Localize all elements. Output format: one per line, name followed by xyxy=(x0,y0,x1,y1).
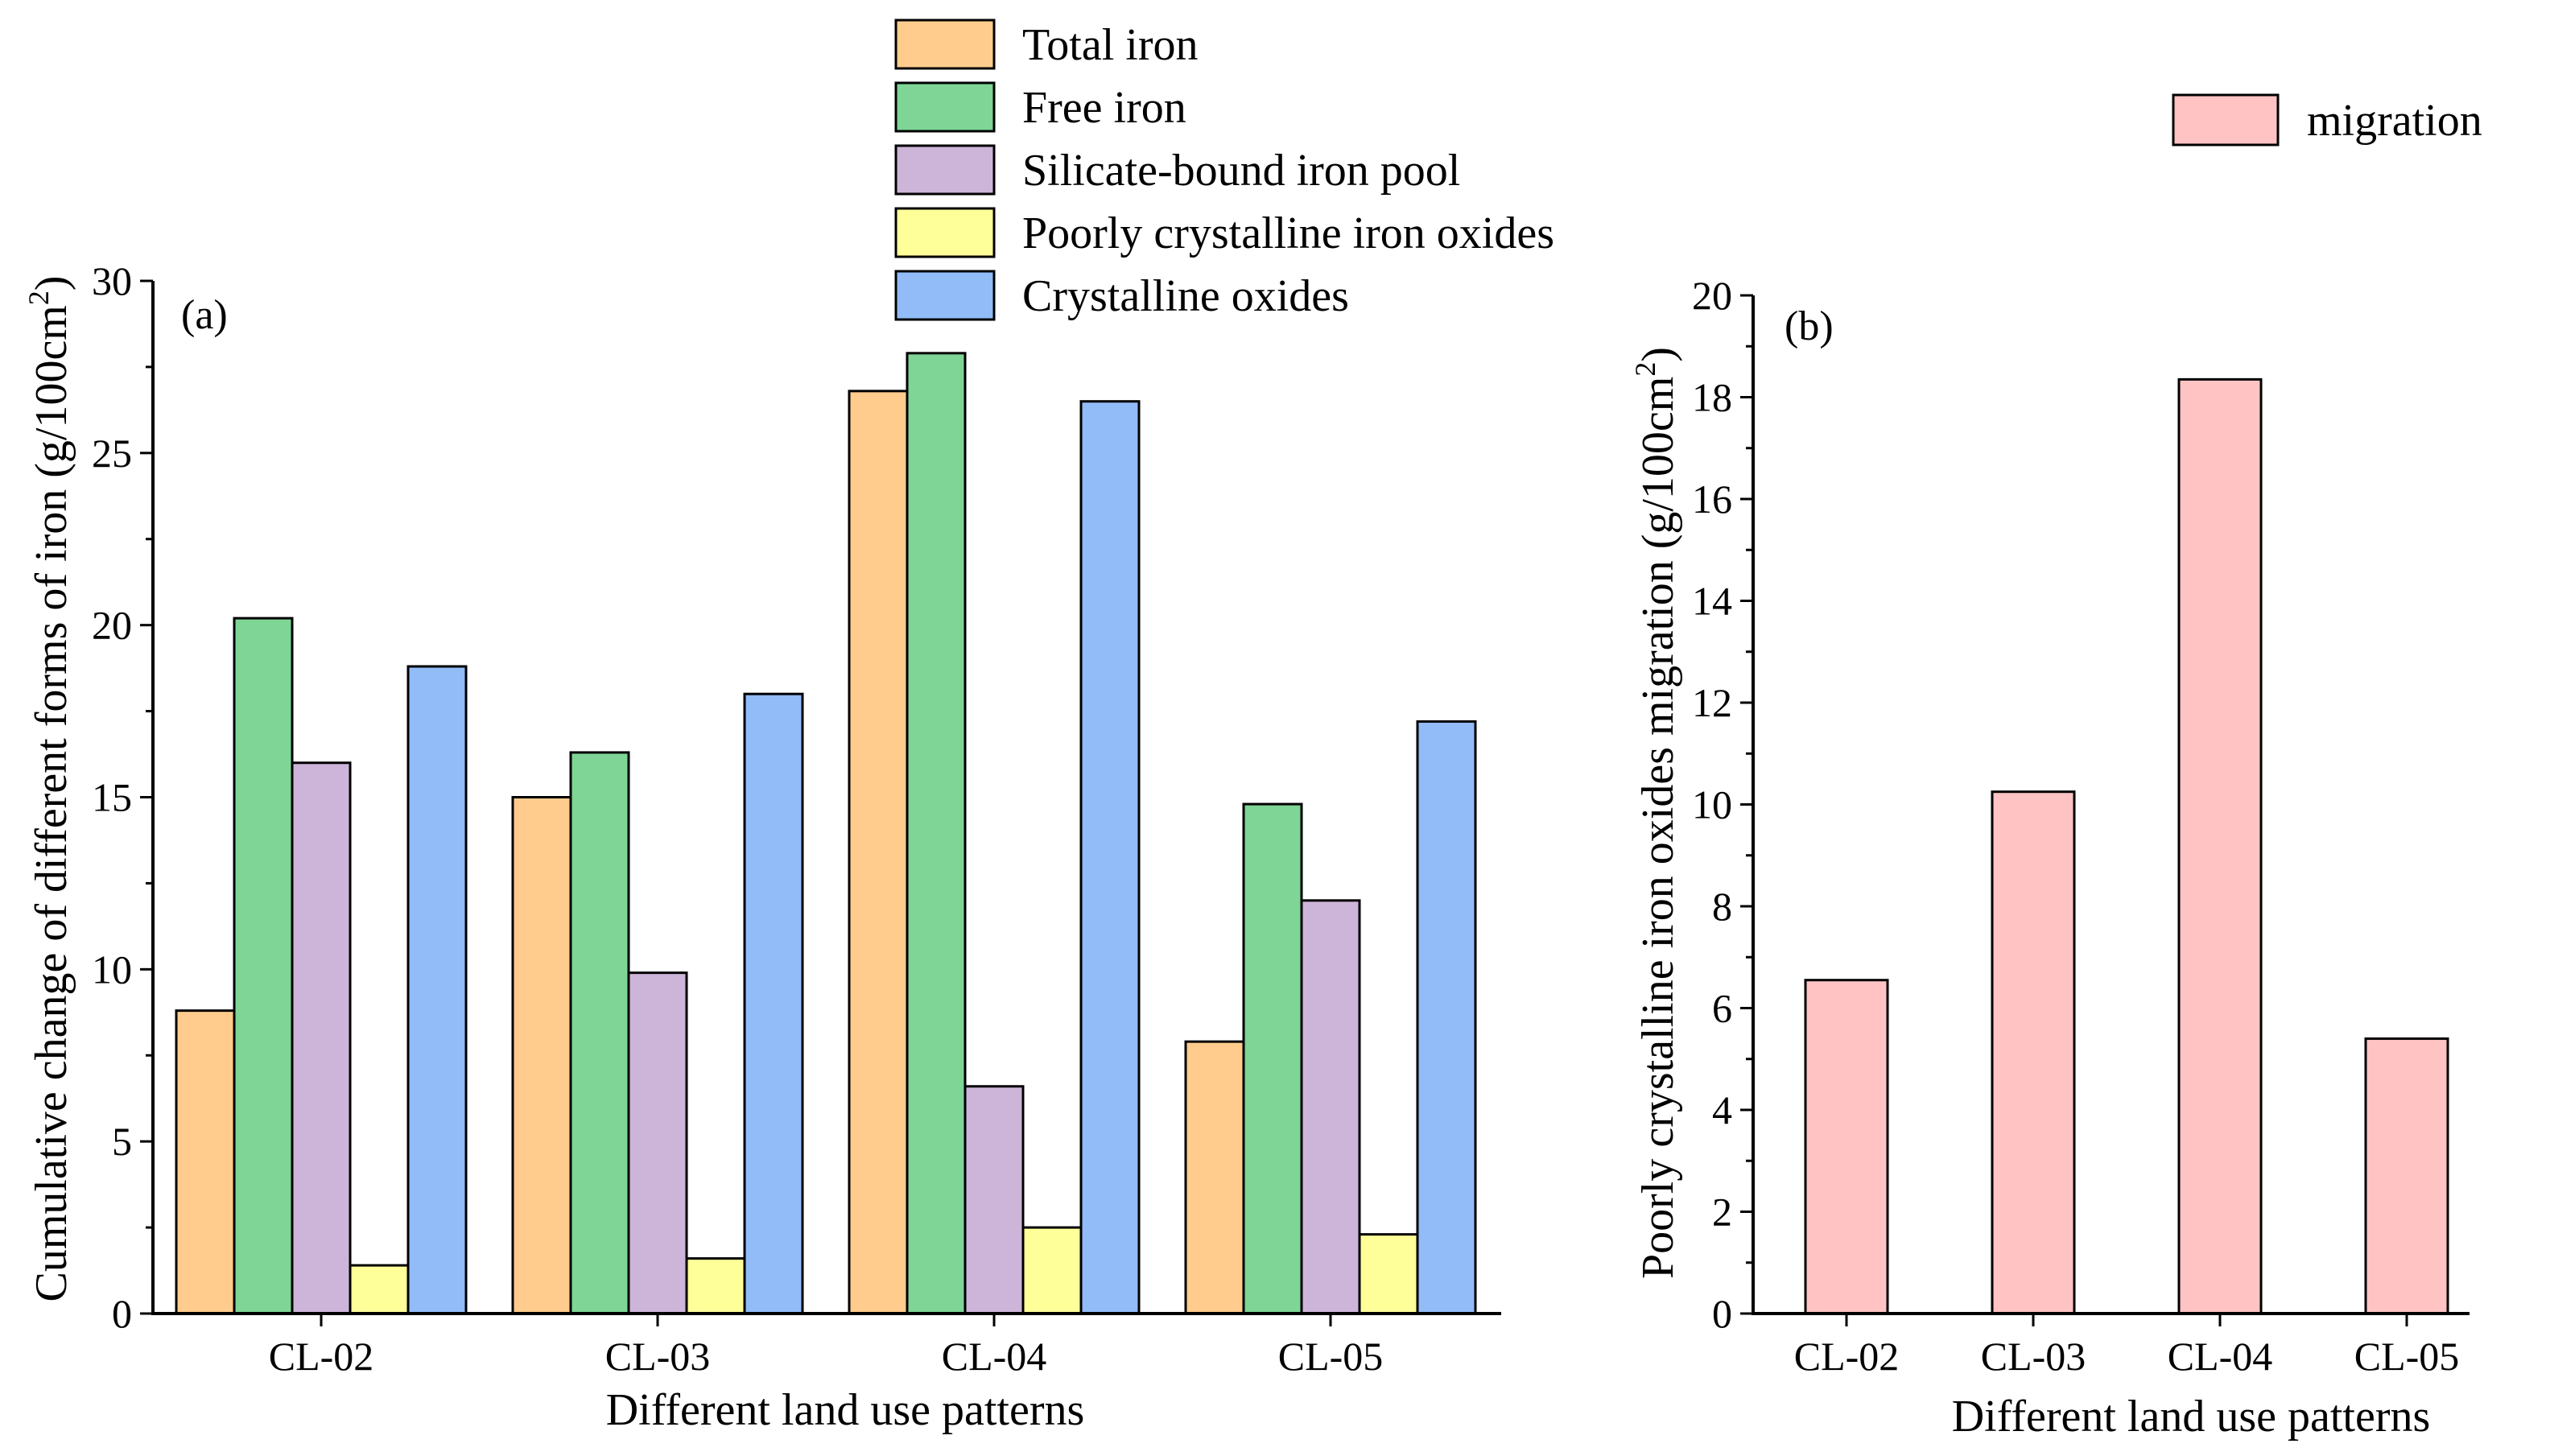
y-tick-label-b-0: 0 xyxy=(1712,1291,1732,1336)
legend-label-a-poorly-crystalline-iron-oxides: Poorly crystalline iron oxides xyxy=(1022,208,1554,258)
bar-b-migration-cl-04 xyxy=(2177,377,2263,1315)
x-tick-label-a-cl-04: CL-04 xyxy=(942,1334,1047,1379)
bar-a-total-iron-cl-04 xyxy=(848,390,909,1315)
panel-b-label: (b) xyxy=(1785,303,1834,349)
y-tick-label-b-4: 4 xyxy=(1712,1087,1732,1132)
bar-a-poorly-crystalline-iron-oxides-cl-03 xyxy=(685,1257,746,1315)
panel-b-legend: migration xyxy=(2172,93,2482,146)
bar-a-silicate-bound-iron-pool-cl-04 xyxy=(963,1085,1025,1315)
bar-a-silicate-bound-iron-pool-cl-02 xyxy=(291,761,352,1315)
bar-a-silicate-bound-iron-pool-cl-03 xyxy=(627,971,688,1315)
panel-b-x-axis-title: Different land use patterns xyxy=(1952,1392,2431,1442)
x-tick-label-b-cl-05: CL-05 xyxy=(2354,1334,2460,1379)
bar-a-total-iron-cl-05 xyxy=(1184,1040,1245,1315)
legend-swatch-a-silicate-bound-iron-pool xyxy=(894,144,996,196)
x-tick-label-a-cl-03: CL-03 xyxy=(605,1334,711,1379)
legend-swatch-b-migration xyxy=(2172,93,2280,146)
panel-a-legend: Total iron Free iron Silicate-bound iron p… xyxy=(894,19,1554,321)
y-tick-label-b-18: 18 xyxy=(1692,375,1732,420)
x-tick-label-b-cl-02: CL-02 xyxy=(1794,1334,1900,1379)
y-tick-label-b-20: 20 xyxy=(1692,273,1732,318)
bar-a-silicate-bound-iron-pool-cl-05 xyxy=(1300,899,1361,1315)
bar-b-migration-cl-05 xyxy=(2364,1037,2449,1315)
bar-a-free-iron-cl-03 xyxy=(569,751,630,1315)
panel-a-bars xyxy=(175,352,1477,1315)
legend-label-b-migration: migration xyxy=(2307,96,2482,146)
legend-label-a-silicate-bound-iron-pool: Silicate-bound iron pool xyxy=(1022,146,1460,196)
y-tick-label-a-0: 0 xyxy=(112,1291,132,1336)
panel-b-axes: CL-02 CL-03 CL-04 CL-05 0 2 4 6 8 10 12 14 16 18 20 xyxy=(1692,273,2470,1379)
legend-label-a-free-iron: Free iron xyxy=(1022,83,1186,133)
legend-swatch-a-poorly-crystalline-iron-oxides xyxy=(894,207,996,258)
y-tick-label-b-6: 6 xyxy=(1712,986,1732,1031)
bar-a-free-iron-cl-05 xyxy=(1242,802,1303,1315)
panel-a-y-axis-title: Cumulative change of different forms of … xyxy=(23,275,76,1301)
x-tick-label-a-cl-02: CL-02 xyxy=(269,1334,374,1379)
legend-label-a-total-iron: Total iron xyxy=(1022,20,1198,70)
bar-a-total-iron-cl-02 xyxy=(175,1009,236,1315)
y-tick-label-b-14: 14 xyxy=(1692,579,1732,624)
y-tick-label-a-20: 20 xyxy=(92,603,132,648)
legend-swatch-a-crystalline-oxides xyxy=(894,270,996,321)
bar-a-free-iron-cl-02 xyxy=(233,617,294,1315)
chart-panel-b: CL-02 CL-03 CL-04 CL-05 0 2 4 6 8 10 12 14 16 18 20 (b… xyxy=(1629,93,2482,1442)
bar-a-poorly-crystalline-iron-oxides-cl-02 xyxy=(349,1264,410,1315)
y-tick-label-b-2: 2 xyxy=(1712,1190,1732,1235)
bar-a-poorly-crystalline-iron-oxides-cl-05 xyxy=(1358,1233,1419,1315)
bar-a-crystalline-oxides-cl-02 xyxy=(406,665,468,1315)
y-tick-label-a-5: 5 xyxy=(112,1119,132,1164)
y-tick-label-b-12: 12 xyxy=(1692,680,1732,725)
legend-swatch-a-free-iron xyxy=(894,81,996,133)
bar-a-crystalline-oxides-cl-05 xyxy=(1416,720,1477,1315)
y-tick-label-a-15: 15 xyxy=(92,775,132,820)
bar-a-crystalline-oxides-cl-03 xyxy=(743,692,804,1315)
bar-a-poorly-crystalline-iron-oxides-cl-04 xyxy=(1021,1226,1083,1315)
panel-a-axes: CL-02 CL-03 CL-04 CL-05 0 5 10 15 20 25 30 xyxy=(92,258,1501,1379)
panel-a-label: (a) xyxy=(181,292,228,338)
bar-a-total-iron-cl-03 xyxy=(511,796,572,1315)
bar-a-free-iron-cl-04 xyxy=(906,352,967,1315)
x-tick-label-b-cl-04: CL-04 xyxy=(2168,1334,2273,1379)
y-tick-label-b-8: 8 xyxy=(1712,884,1732,929)
panel-b-bars xyxy=(1804,377,2449,1315)
bar-b-migration-cl-03 xyxy=(1991,790,2076,1315)
legend-label-a-crystalline-oxides: Crystalline oxides xyxy=(1022,271,1349,321)
legend-swatch-a-total-iron xyxy=(894,19,996,70)
panel-b-y-axis-title: Poorly crystalline iron oxides migration… xyxy=(1629,347,1683,1279)
chart-panel-a: CL-02 CL-03 CL-04 CL-05 0 5 10 15 20 25 30 (a) Dif… xyxy=(23,19,1554,1435)
y-tick-label-a-30: 30 xyxy=(92,258,132,303)
panel-a-x-axis-title: Different land use patterns xyxy=(606,1385,1085,1435)
y-tick-label-a-25: 25 xyxy=(92,431,132,476)
x-tick-label-a-cl-05: CL-05 xyxy=(1278,1334,1384,1379)
y-tick-label-a-10: 10 xyxy=(92,947,132,992)
y-tick-label-b-16: 16 xyxy=(1692,476,1732,522)
y-tick-label-b-10: 10 xyxy=(1692,782,1732,827)
bar-b-migration-cl-02 xyxy=(1804,979,1889,1315)
bar-a-crystalline-oxides-cl-04 xyxy=(1079,400,1141,1315)
x-tick-label-b-cl-03: CL-03 xyxy=(1981,1334,2086,1379)
